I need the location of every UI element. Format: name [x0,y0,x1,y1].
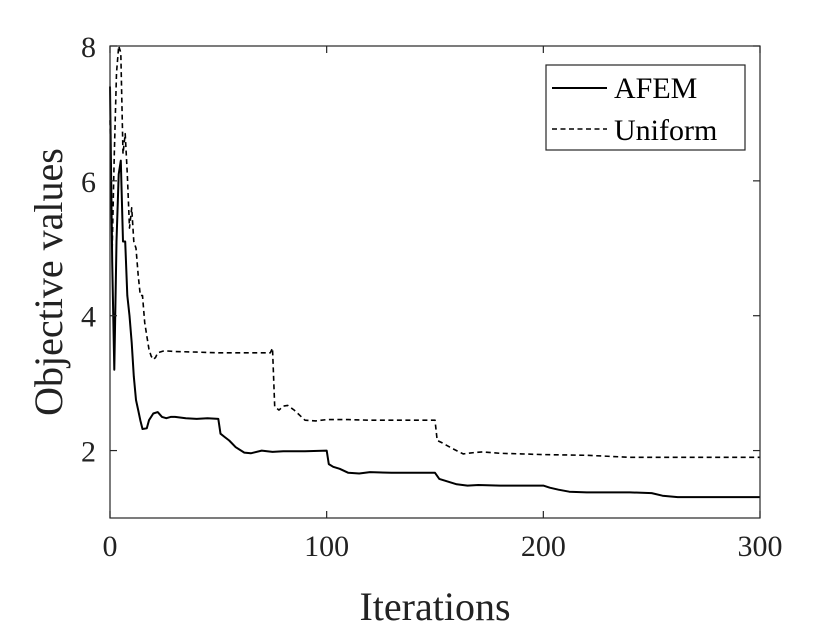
tick-layer: 0 100 200 300 2 4 6 8 [81,31,783,563]
legend-label-afem: AFEM [614,72,697,105]
x-axis-title: Iterations [359,584,510,629]
series-line-afem [109,86,760,499]
y-axis-title: Objective values [26,148,71,416]
y-tick-label: 2 [81,436,96,469]
x-tick-label: 100 [304,530,349,563]
axes-frame [109,45,761,519]
y-tick-label: 8 [81,31,96,64]
legend-box [545,64,746,151]
series-line-uniform [109,45,760,459]
x-tick-label: 300 [738,530,783,563]
y-tick-label: 4 [81,301,96,334]
legend-label-uniform: Uniform [614,114,717,147]
x-tick-label: 200 [521,530,566,563]
x-tick-label: 0 [103,530,118,563]
series-layer [109,45,760,499]
y-tick-label: 6 [81,166,96,199]
legend: AFEM Uniform [545,64,746,151]
